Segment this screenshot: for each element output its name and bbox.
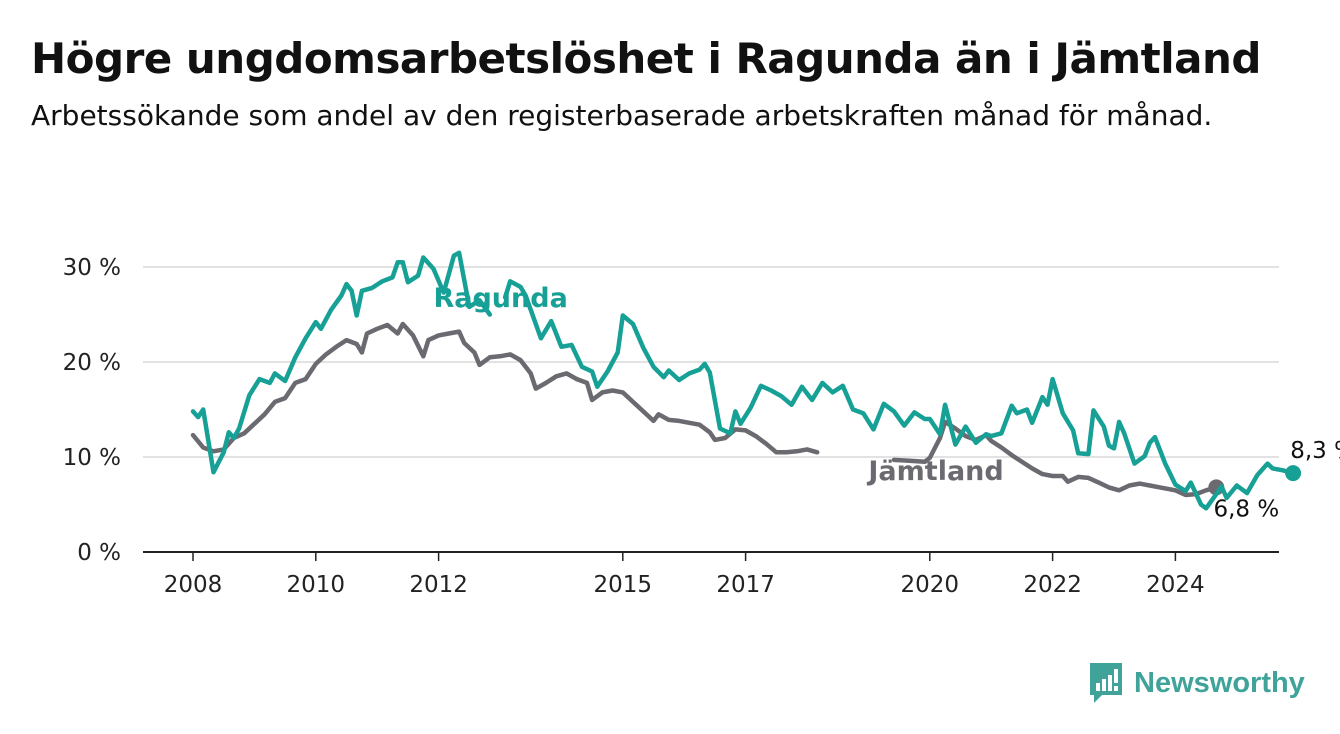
- y-tick-label: 20 %: [63, 350, 121, 376]
- ragunda-end-point: [1285, 465, 1302, 482]
- y-tick-label: 0 %: [77, 540, 121, 566]
- x-tick-label: 2008: [164, 572, 223, 598]
- ragunda-line-segment: [502, 279, 1296, 511]
- chart-subtitle: Arbetssökande som andel av den registerb…: [31, 99, 1213, 132]
- x-tick-label: 2022: [1023, 572, 1082, 598]
- ragunda-series-label: Ragunda: [433, 283, 567, 314]
- x-tick-label: 2012: [409, 572, 468, 598]
- x-axis: 2008 2010 2012 2015 2017 2020 2022 2024: [143, 551, 1279, 598]
- x-tick-label: 2024: [1146, 572, 1205, 598]
- bar-chart-bubble-icon: [1090, 663, 1122, 703]
- y-axis-labels: 0 % 10 % 20 % 30 %: [63, 255, 121, 566]
- newsworthy-logo: Newsworthy: [1088, 660, 1305, 706]
- y-tick-label: 30 %: [63, 255, 121, 281]
- jamtland-line: [190, 321, 820, 455]
- series-labels: Jämtland 6,8 % Ragunda 8,3 %: [433, 283, 1340, 523]
- chart-title: Högre ungdomsarbetslöshet i Ragunda än i…: [31, 34, 1261, 83]
- x-tick-label: 2017: [716, 572, 775, 598]
- ragunda-line: [190, 250, 493, 475]
- x-tick-label: 2020: [901, 572, 960, 598]
- x-tick-label: 2015: [594, 572, 653, 598]
- series-lines: [190, 250, 1302, 511]
- gridlines: [143, 266, 1279, 458]
- y-tick-label: 10 %: [63, 445, 121, 471]
- jamtland-end-value-label: 6,8 %: [1213, 496, 1279, 522]
- x-tick-label: 2010: [287, 572, 346, 598]
- logo-text: Newsworthy: [1134, 666, 1305, 699]
- jamtland-series-label: Jämtland: [866, 456, 1003, 487]
- ragunda-end-value-label: 8,3 %: [1290, 438, 1340, 464]
